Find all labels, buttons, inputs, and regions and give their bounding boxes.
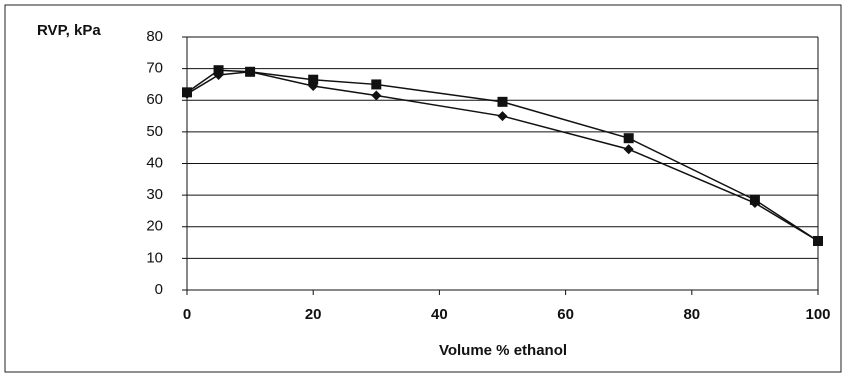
y-tick-label: 20 bbox=[146, 218, 163, 235]
x-tick-label: 60 bbox=[557, 306, 574, 323]
y-tick-label: 10 bbox=[146, 249, 163, 266]
x-tick-label: 0 bbox=[183, 306, 191, 323]
y-axis-label: RVP, kPa bbox=[37, 22, 101, 39]
square-marker bbox=[624, 133, 634, 143]
x-tick-label: 100 bbox=[805, 306, 830, 323]
y-tick-label: 60 bbox=[146, 91, 163, 108]
x-tick-label: 40 bbox=[431, 306, 448, 323]
chart: RVP, kPa Volume % ethanol 0 10 20 30 40 50 60 7… bbox=[0, 0, 846, 379]
y-tick-label: 40 bbox=[146, 154, 163, 171]
square-marker bbox=[498, 97, 508, 107]
x-axis-label: Volume % ethanol bbox=[439, 342, 567, 359]
x-tick-label: 80 bbox=[683, 306, 700, 323]
y-tick-label: 50 bbox=[146, 123, 163, 140]
square-marker bbox=[371, 79, 381, 89]
y-tick-label: 30 bbox=[146, 186, 163, 203]
y-tick-label: 70 bbox=[146, 60, 163, 77]
y-tick-label: 0 bbox=[155, 281, 163, 298]
x-tick-label: 20 bbox=[305, 306, 322, 323]
chart-frame bbox=[5, 5, 841, 372]
y-tick-label: 80 bbox=[146, 28, 163, 45]
